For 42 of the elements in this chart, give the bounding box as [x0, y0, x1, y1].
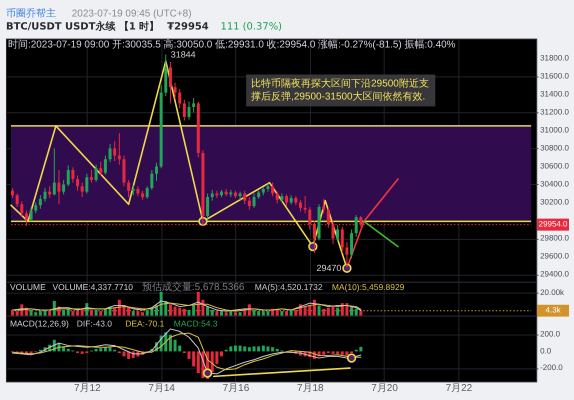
text: 2023-07-19 09:45 (UTC+8) [72, 8, 192, 20]
y-tick-label: 31800.0 [540, 53, 570, 62]
y-tick-label: 0.0 [540, 346, 552, 356]
chart-title: BTC/USDT USDT永续 【1 时】 [6, 20, 160, 33]
annotation: 31844 [170, 49, 196, 60]
x-tick-label: 7月16 [222, 382, 250, 394]
y-tick-label: 31200.0 [540, 107, 570, 116]
y-tick-label: 31000.0 [540, 125, 570, 134]
x-tick-label: 7月22 [446, 382, 473, 394]
y-tick-label: -200.0 [540, 363, 564, 372]
x-tick-label: 7月12 [74, 382, 102, 394]
x-tick-label: 7月14 [148, 382, 176, 394]
annotation: VOLUME:4,337.7710 [52, 282, 134, 292]
y-tick-label: 29400.0 [540, 270, 570, 279]
ref-line-label: 29954.0 [538, 220, 568, 229]
y-tick-label: 31400.0 [540, 89, 570, 98]
series-label: DEA:-70.1 [125, 318, 165, 329]
text: 111 (0.37%) [220, 22, 282, 33]
y-tick-label: 20.00k [540, 288, 564, 298]
y-tick-label: 31600.0 [540, 71, 570, 80]
y-tick-label: 30200.0 [540, 197, 570, 206]
y-tick-label: 30800.0 [540, 143, 570, 152]
series-label: MACD:54.3 [174, 318, 218, 329]
annotation: 比特币隔夜再探大区间下沿29500附近支撑后反弹,29500-31500大区间依然有效. [251, 77, 429, 102]
series-label: MA(10):5,459.8929 [332, 282, 405, 292]
chart-subtitle: 时间:2023-07-19 09:00 开:30035.5 高:30050.0 低:29931.0 收:29954.0 涨幅:-0.27%(-81.5) 振幅:0.40% [8, 38, 456, 51]
x-tick-label: 7月20 [371, 382, 398, 394]
annotation: 预估成交量:5,678.5366 [142, 280, 245, 293]
y-tick-label: 30600.0 [540, 161, 570, 170]
y-tick-label: 29600.0 [540, 251, 570, 260]
chart-title: MACD(12,26,9) [10, 318, 69, 329]
y-tick-label: 30400.0 [540, 179, 570, 188]
series-label: MA(5):4,520.1732 [254, 282, 323, 292]
x-tick-label: 7月18 [296, 382, 324, 394]
annotation: 29470 [316, 263, 342, 274]
ref-line-label: 4.3k [546, 306, 561, 315]
text: 币圈乔帮主 [6, 8, 56, 20]
y-tick-label: 200.0 [540, 330, 561, 339]
chart-title: VOLUME [10, 282, 46, 292]
text: ₮29954 [167, 22, 209, 33]
y-tick-label: 29800.0 [540, 233, 570, 242]
series-label: DIF:-43.0 [76, 318, 112, 329]
